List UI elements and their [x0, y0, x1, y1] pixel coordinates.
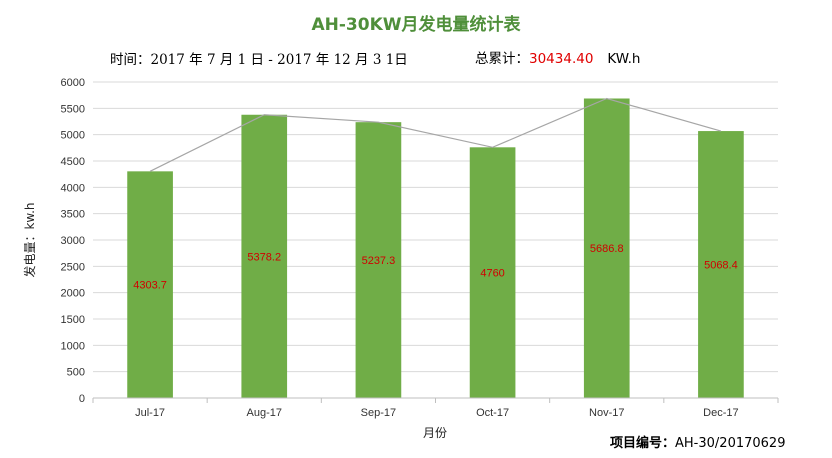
x-axis-title: 月份 [423, 426, 447, 440]
trend-line-path [149, 97, 722, 172]
bar-value-label: 5686.8 [590, 243, 624, 255]
x-tick-label: Nov-17 [589, 407, 624, 419]
y-tick-label: 4500 [61, 156, 85, 168]
total-value: 30434.40 [529, 51, 594, 67]
y-tick-label: 2000 [61, 288, 85, 300]
trend-line [149, 97, 722, 172]
bar-value-label: 4303.7 [133, 280, 167, 292]
y-tick-label: 500 [67, 367, 85, 379]
x-tick-label: Sep-17 [361, 407, 396, 419]
x-axis: Jul-17 Aug-17 Sep-17 Oct-17 Nov-17 Dec-17 [92, 397, 779, 419]
total-label: 总累计： [475, 51, 529, 67]
bar [583, 98, 630, 398]
bar [698, 131, 744, 398]
chart-title: AH-30KW月发电量统计表 [311, 15, 521, 35]
bar-value-label: 5237.3 [362, 255, 396, 267]
y-tick-label: 0 [79, 393, 85, 405]
y-axis-ticks: 0 500 1000 1500 2000 2500 3000 3500 4000 4500 5000… [61, 77, 85, 405]
y-tick-label: 1000 [61, 340, 85, 352]
data-labels: 4303.7 5378.2 5237.3 4760 5686.8 5068.4 [133, 243, 737, 291]
total-unit: KW.h [607, 51, 641, 67]
y-tick-label: 5500 [61, 103, 85, 115]
date-range: 时间：2017 年 7 月 1 日 - 2017 年 12 月 3 1日 [110, 52, 408, 68]
y-tick-label: 3000 [61, 235, 85, 247]
bar [355, 122, 402, 398]
y-tick-label: 4000 [61, 182, 85, 194]
x-tick-label: Aug-17 [247, 407, 282, 419]
x-tick-label: Oct-17 [476, 407, 509, 419]
project-label: 项目编号： [610, 436, 676, 451]
bar-value-label: 5378.2 [247, 251, 281, 263]
project-id: 项目编号：AH-30/20170629 [610, 432, 785, 451]
bar [241, 114, 288, 398]
bar-series [127, 98, 744, 398]
bar [127, 171, 173, 398]
total-summary: 总累计：30434.40 KW.h [475, 47, 640, 67]
y-tick-label: 5000 [61, 130, 85, 142]
y-axis-title: 发电量：kw.h [22, 202, 37, 277]
bar-value-label: 5068.4 [704, 260, 738, 272]
y-tick-label: 3500 [61, 209, 85, 221]
project-value: AH-30/20170629 [675, 436, 786, 451]
y-tick-label: 2500 [61, 261, 85, 273]
x-tick-label: Jul-17 [135, 407, 165, 419]
bar-value-label: 4760 [480, 268, 504, 280]
bar [469, 147, 516, 398]
gridlines [93, 81, 778, 373]
y-tick-label: 1500 [61, 314, 85, 326]
x-tick-label: Dec-17 [703, 407, 738, 419]
y-tick-label: 6000 [61, 77, 85, 89]
